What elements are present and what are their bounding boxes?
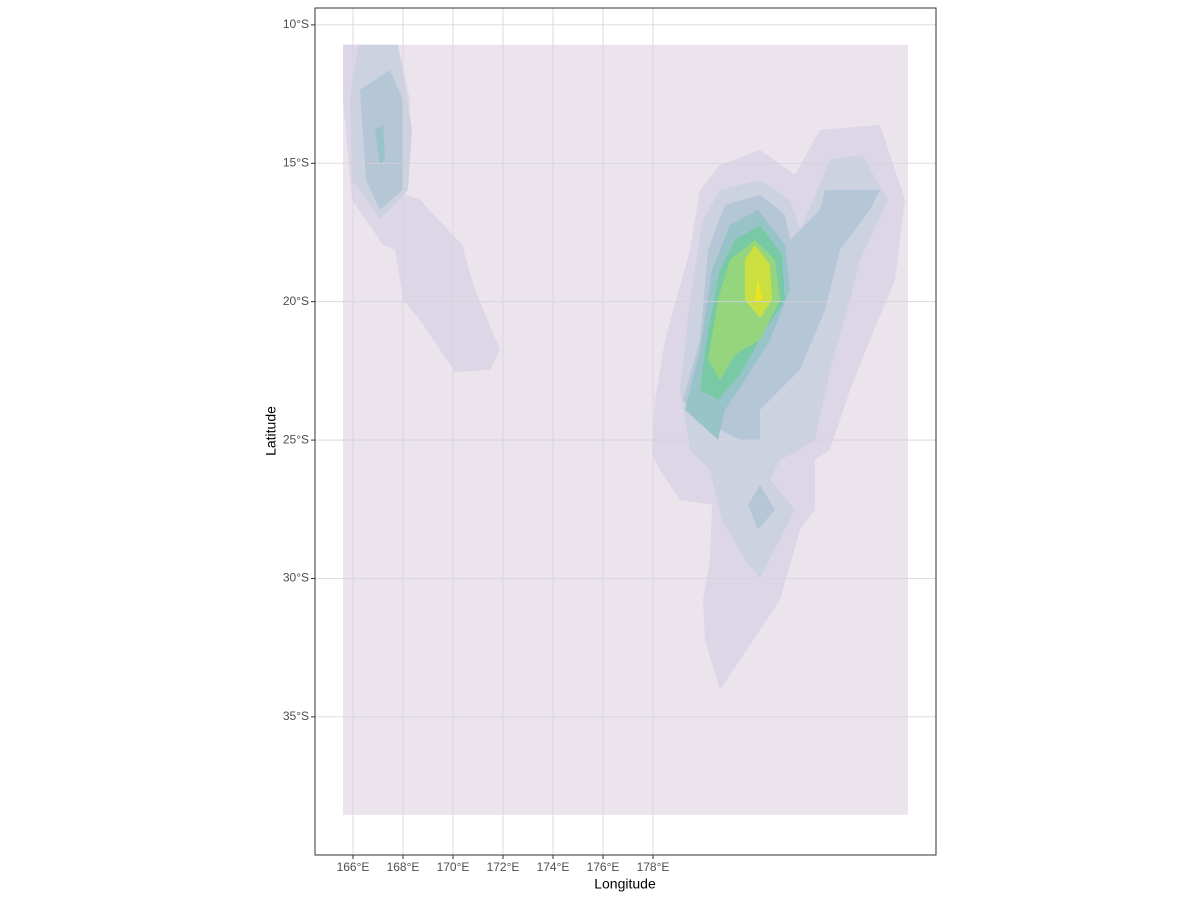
density-band bbox=[375, 124, 385, 165]
y-tick-label: 25°S bbox=[283, 432, 309, 446]
plot-area bbox=[315, 8, 936, 855]
y-axis-title: Latitude bbox=[263, 406, 279, 456]
x-axis-title: Longitude bbox=[594, 876, 656, 892]
x-tick-label: 170°E bbox=[437, 860, 470, 874]
x-tick-label: 174°E bbox=[537, 860, 570, 874]
y-tick-label: 35°S bbox=[283, 709, 309, 723]
x-tick-label: 166°E bbox=[337, 860, 370, 874]
density-band bbox=[748, 484, 775, 530]
x-tick-label: 168°E bbox=[387, 860, 420, 874]
density-band bbox=[745, 244, 772, 318]
x-tick-label: 176°E bbox=[587, 860, 620, 874]
panel-border bbox=[314, 7, 937, 856]
density-band bbox=[755, 279, 762, 302]
y-tick-label: 30°S bbox=[283, 571, 309, 585]
y-tick-label: 15°S bbox=[283, 155, 309, 169]
x-tick-label: 172°E bbox=[487, 860, 520, 874]
y-tick-label: 20°S bbox=[283, 294, 309, 308]
y-tick-label: 10°S bbox=[283, 17, 309, 31]
x-tick-label: 178°E bbox=[637, 860, 670, 874]
